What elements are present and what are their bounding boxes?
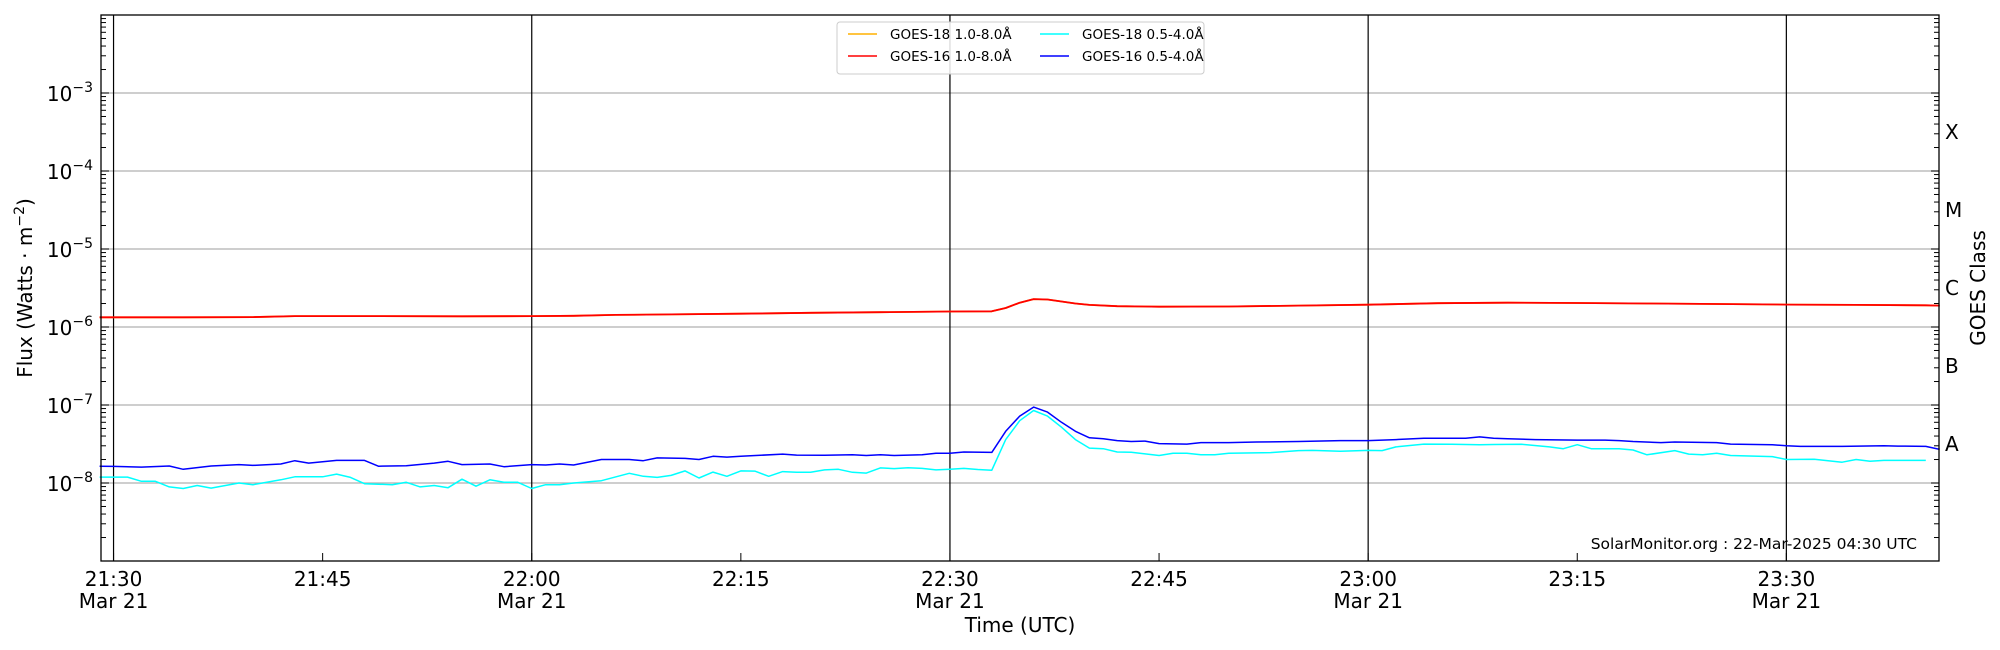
goes-class-label-a: A	[1945, 432, 1959, 456]
x-tick-label: 23:00 Mar 21	[1333, 567, 1403, 613]
goes-class-label-x: X	[1945, 120, 1959, 144]
x-tick-label: 21:30 Mar 21	[79, 567, 149, 613]
y-tick-label: 10−8	[47, 470, 93, 496]
series-line-1	[99, 298, 1940, 319]
series-lines	[99, 298, 1940, 490]
goes-class-label-b: B	[1945, 354, 1959, 378]
y-tick-label: 10−5	[47, 236, 93, 262]
tick-labels: 21:30 Mar 21 21:45 22:00 Mar 21 22:15 22:30 Mar…	[47, 80, 1962, 613]
y-axis-label: Flux (Watts · m−2)	[12, 198, 37, 378]
x-tick-label: 23:15	[1548, 567, 1606, 591]
right-axis-label: GOES Class	[1966, 230, 1990, 346]
x-tick-label: 22:45	[1130, 567, 1188, 591]
legend-label: GOES-16 0.5-4.0Å	[1082, 48, 1204, 65]
x-tick-label: 21:45	[294, 567, 352, 591]
y-tick-label: 10−6	[47, 314, 93, 340]
series-line-3	[99, 406, 1940, 471]
x-tick-label: 22:00 Mar 21	[497, 567, 567, 613]
y-tick-label: 10−3	[47, 80, 93, 106]
legend-box	[836, 21, 1205, 75]
x-tick-label: 22:15	[712, 567, 770, 591]
watermark: SolarMonitor.org : 22-Mar-2025 04:30 UTC	[1591, 535, 1917, 553]
axis-ticks	[101, 18, 1939, 562]
goes-class-label-c: C	[1945, 276, 1959, 300]
y-tick-label: 10−7	[47, 392, 93, 418]
legend-label: GOES-18 1.0-8.0Å	[890, 26, 1012, 43]
legend-label: GOES-16 1.0-8.0Å	[890, 48, 1012, 65]
x-tick-label: 23:30 Mar 21	[1752, 567, 1822, 613]
x-axis-label: Time (UTC)	[964, 613, 1076, 637]
series-line-2	[99, 409, 1926, 490]
plot-frame	[100, 14, 1940, 562]
legend: GOES-18 1.0-8.0Å GOES-16 1.0-8.0Å GOES-18 …	[836, 21, 1205, 75]
grid-lines	[101, 15, 1939, 561]
goes-class-label-m: M	[1945, 198, 1962, 222]
x-tick-label: 22:30 Mar 21	[915, 567, 985, 613]
legend-label: GOES-18 0.5-4.0Å	[1082, 26, 1204, 43]
y-tick-label: 10−4	[47, 158, 93, 184]
